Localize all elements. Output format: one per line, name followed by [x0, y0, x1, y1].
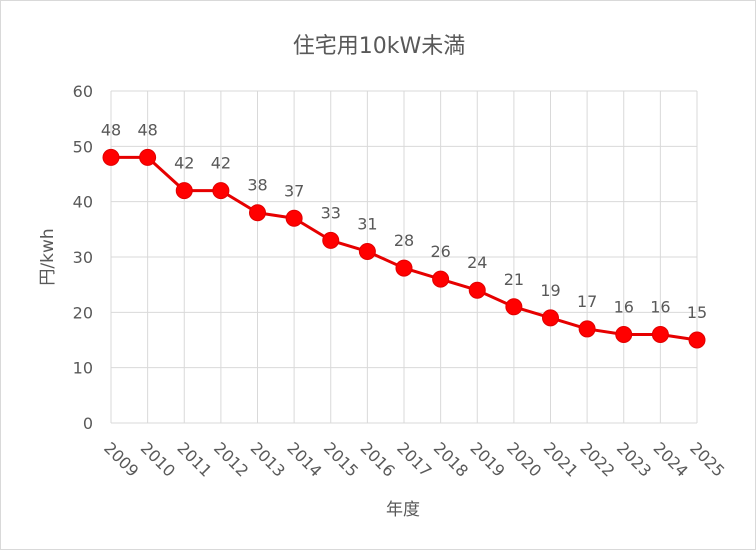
x-tick-label: 2016 [357, 438, 399, 480]
data-label: 26 [430, 242, 450, 261]
data-point [395, 259, 413, 277]
data-point [175, 182, 193, 200]
data-label: 24 [467, 253, 487, 272]
data-point [285, 209, 303, 227]
data-point [542, 309, 559, 327]
data-point [432, 270, 450, 288]
y-axis-label: 円/kwh [38, 228, 58, 285]
data-label: 42 [174, 154, 194, 173]
data-point [505, 298, 523, 316]
x-tick-label: 2009 [100, 438, 142, 480]
data-label: 16 [614, 297, 634, 316]
data-point [468, 281, 486, 299]
data-label: 15 [687, 303, 707, 322]
data-point [322, 231, 340, 249]
x-tick-label: 2015 [320, 438, 362, 480]
y-tick-label: 10 [73, 359, 93, 378]
data-point [578, 320, 596, 338]
data-point [651, 325, 669, 343]
x-tick-label: 2010 [137, 438, 179, 480]
x-tick-label: 2020 [503, 438, 545, 480]
data-label: 42 [211, 154, 231, 173]
x-tick-label: 2025 [686, 438, 728, 480]
data-point [358, 242, 376, 260]
y-tick-label: 0 [83, 414, 93, 433]
y-axis-ticks: 0 10 20 30 40 50 60 [73, 82, 93, 433]
data-label: 21 [504, 270, 524, 289]
data-label: 33 [321, 203, 341, 222]
y-tick-label: 60 [73, 82, 93, 101]
gridlines [110, 90, 698, 424]
data-label: 48 [101, 120, 121, 139]
data-point [249, 204, 266, 222]
x-tick-label: 2021 [540, 438, 582, 480]
data-label: 16 [650, 297, 670, 316]
y-tick-label: 20 [73, 303, 93, 322]
x-tick-label: 2017 [393, 438, 435, 480]
series-points [102, 148, 706, 349]
y-tick-label: 50 [73, 137, 93, 156]
data-point [102, 148, 120, 166]
x-tick-label: 2014 [283, 438, 325, 480]
x-tick-label: 2013 [247, 438, 289, 480]
x-tick-label: 2018 [430, 438, 472, 480]
data-point [139, 148, 157, 166]
x-tick-label: 2024 [650, 438, 692, 480]
data-label: 28 [394, 231, 414, 250]
data-label: 17 [577, 292, 597, 311]
y-tick-label: 30 [73, 248, 93, 267]
data-labels: 48 48 42 42 38 37 33 31 28 26 24 21 19 17 16 16 15 [101, 120, 707, 322]
data-point [615, 325, 633, 343]
x-axis-ticks: 2009201020112012201320142015201620172018… [100, 438, 728, 480]
data-label: 37 [284, 181, 304, 200]
data-label: 19 [540, 281, 560, 300]
x-tick-label: 2011 [173, 438, 215, 480]
chart-title: 住宅用10kW未満 [293, 34, 466, 59]
x-axis-label: 年度 [386, 500, 420, 520]
data-label: 38 [247, 176, 267, 195]
x-tick-label: 2022 [576, 438, 618, 480]
x-tick-label: 2019 [466, 438, 508, 480]
x-tick-label: 2023 [613, 438, 655, 480]
y-tick-label: 40 [73, 193, 93, 212]
data-label: 48 [137, 120, 157, 139]
data-point [212, 182, 230, 200]
x-tick-label: 2012 [210, 438, 252, 480]
data-label: 31 [357, 214, 377, 233]
data-point [688, 331, 706, 349]
